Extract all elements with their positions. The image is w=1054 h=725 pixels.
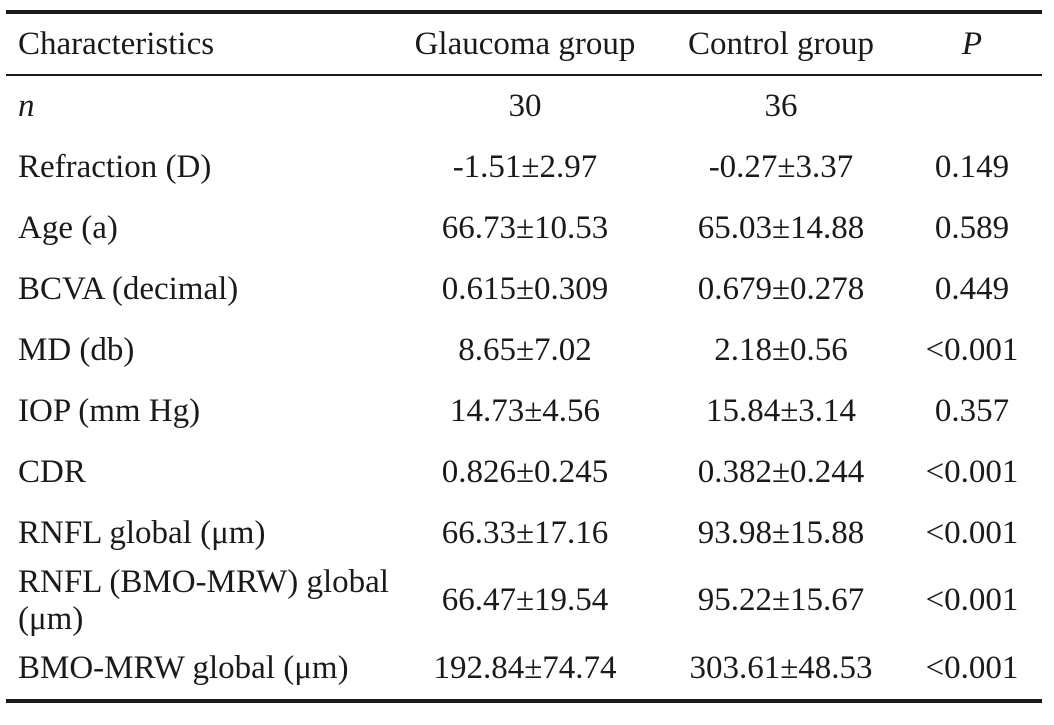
control-value: -0.27±3.37 [708,149,854,185]
table-row: BMO-MRW global (μm) 192.84±74.74 303.61±… [6,638,1042,701]
p-value: 0.589 [934,210,1010,246]
row-label: RNFL global (μm) [18,515,266,551]
control-value: 303.61±48.53 [689,649,873,686]
glaucoma-value: 66.73±10.53 [441,210,609,246]
header-glaucoma-group: Glaucoma group [414,25,636,62]
glaucoma-value: 0.615±0.309 [441,271,609,307]
glaucoma-value: 66.47±19.54 [441,582,609,619]
control-value: 36 [764,88,798,124]
control-value: 93.98±15.88 [697,515,865,551]
characteristics-table-container: Characteristics Glaucoma group Control g… [6,10,1042,703]
header-control-group: Control group [687,25,875,62]
row-label: Age (a) [18,210,118,246]
table-row: MD (db) 8.65±7.02 2.18±0.56 <0.001 [6,320,1042,381]
glaucoma-value: 30 [508,88,542,124]
table-row: Age (a) 66.73±10.53 65.03±14.88 0.589 [6,198,1042,259]
glaucoma-value: 192.84±74.74 [433,649,617,686]
table-row: CDR 0.826±0.245 0.382±0.244 <0.001 [6,442,1042,503]
glaucoma-value: 66.33±17.16 [441,515,609,551]
row-label: Refraction (D) [18,149,212,185]
header-row: Characteristics Glaucoma group Control g… [6,12,1042,75]
table-row: RNFL global (μm) 66.33±17.16 93.98±15.88… [6,503,1042,564]
row-label: n [18,88,35,124]
p-value: <0.001 [925,649,1019,686]
p-value: 0.149 [934,149,1010,185]
table-row: n 30 36 [6,75,1042,137]
glaucoma-value: -1.51±2.97 [452,149,598,185]
p-value: <0.001 [925,515,1019,551]
row-label: BCVA (decimal) [18,271,239,307]
table-row: RNFL (BMO-MRW) global (μm) 66.47±19.54 9… [6,564,1042,638]
table-row: IOP (mm Hg) 14.73±4.56 15.84±3.14 0.357 [6,381,1042,442]
header-p-value: P [961,25,983,62]
header-characteristics: Characteristics [18,25,215,62]
table-row: BCVA (decimal) 0.615±0.309 0.679±0.278 0… [6,259,1042,320]
control-value: 65.03±14.88 [697,210,865,246]
control-value: 95.22±15.67 [697,582,865,619]
characteristics-table: Characteristics Glaucoma group Control g… [6,10,1042,703]
p-value: <0.001 [925,454,1019,490]
p-value: 0.357 [934,393,1010,429]
control-value: 15.84±3.14 [705,393,857,429]
control-value: 2.18±0.56 [714,332,848,368]
row-label: CDR [18,454,86,490]
p-value: <0.001 [925,582,1019,619]
row-label: MD (db) [18,332,135,368]
control-value: 0.679±0.278 [697,271,865,307]
glaucoma-value: 14.73±4.56 [449,393,601,429]
p-value [902,75,1042,137]
table-row: Refraction (D) -1.51±2.97 -0.27±3.37 0.1… [6,137,1042,198]
p-value: <0.001 [925,332,1019,368]
glaucoma-value: 0.826±0.245 [441,454,609,490]
row-label: BMO-MRW global (μm) [18,649,349,686]
glaucoma-value: 8.65±7.02 [458,332,592,368]
row-label: IOP (mm Hg) [18,393,201,429]
control-value: 0.382±0.244 [697,454,865,490]
p-value: 0.449 [934,271,1010,307]
row-label: RNFL (BMO-MRW) global (μm) [18,564,389,637]
